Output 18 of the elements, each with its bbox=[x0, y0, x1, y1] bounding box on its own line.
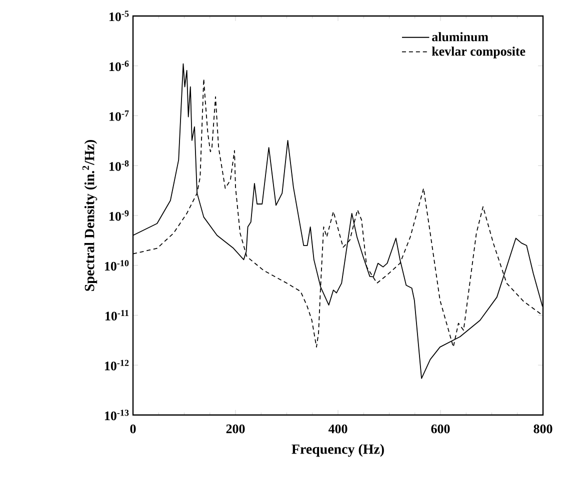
x-tick-label: 200 bbox=[226, 424, 245, 434]
y-tick-label: 10$^{-6}$ bbox=[110, 60, 129, 72]
y-tick-label: 10$^{-8}$ bbox=[110, 160, 129, 171]
x-tick-label: 0 bbox=[130, 424, 136, 434]
y-tick-label: 10$^{-7}$ bbox=[110, 110, 129, 121]
x-axis-title: Frequency (Hz) bbox=[292, 444, 384, 457]
y-tick-label: 10$^{-13}$ bbox=[104, 410, 129, 420]
y-tick-label: 10$^{-12}$ bbox=[104, 360, 129, 370]
legend-label: aluminum bbox=[432, 32, 488, 42]
x-tick-label: 400 bbox=[328, 424, 348, 434]
y-tick-label: 10$^{-10}$ bbox=[104, 260, 129, 271]
x-tick-label: 600 bbox=[431, 424, 450, 434]
y-tick-label: 10$^{-5}$ bbox=[110, 10, 129, 22]
legend-label: kevlar composite bbox=[432, 46, 526, 58]
y-axis-title: Spectral Density (in.$^{2}$/Hz) bbox=[82, 140, 98, 291]
y-tick-label: 10$^{-9}$ bbox=[110, 210, 129, 221]
y-tick-label: 10$^{-11}$ bbox=[105, 310, 129, 320]
x-tick-label: 800 bbox=[534, 424, 552, 434]
